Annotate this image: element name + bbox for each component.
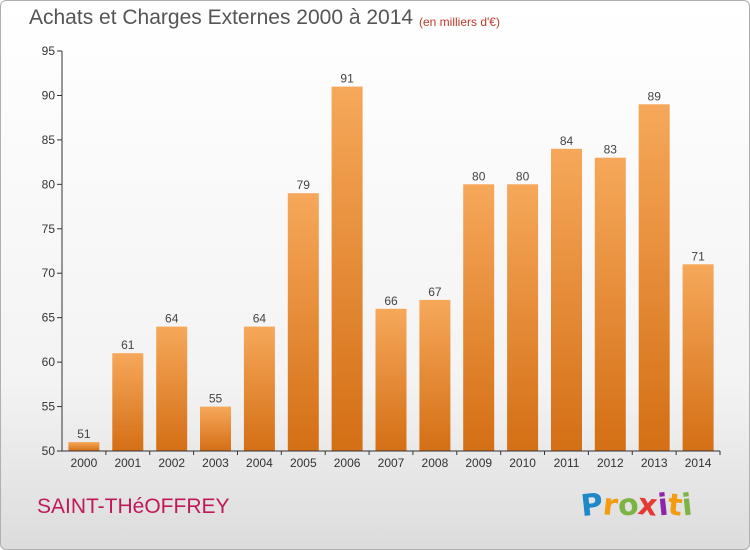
data-label: 80 bbox=[472, 169, 486, 183]
y-tick-label: 60 bbox=[42, 355, 56, 369]
data-label: 71 bbox=[691, 249, 705, 263]
y-tick-label: 75 bbox=[42, 222, 56, 236]
y-tick-label: 80 bbox=[42, 177, 56, 191]
x-tick-label: 2004 bbox=[246, 456, 273, 470]
y-tick-label: 55 bbox=[42, 400, 56, 414]
bar-2002 bbox=[156, 326, 188, 451]
bar-2010 bbox=[507, 184, 539, 452]
y-tick-label: 50 bbox=[42, 444, 56, 458]
bar-2014 bbox=[682, 264, 714, 451]
bar-2012 bbox=[594, 157, 626, 451]
x-tick-label: 2009 bbox=[465, 456, 492, 470]
data-label: 51 bbox=[77, 427, 91, 441]
bar-2006 bbox=[331, 86, 363, 451]
data-label: 91 bbox=[340, 72, 354, 86]
x-tick-label: 2012 bbox=[597, 456, 624, 470]
bar-2011 bbox=[551, 148, 582, 452]
bar-2007 bbox=[375, 308, 407, 451]
data-label: 84 bbox=[560, 134, 574, 148]
x-tick-label: 2003 bbox=[202, 456, 229, 470]
bar-2000 bbox=[68, 442, 100, 451]
bar-2008 bbox=[419, 299, 451, 451]
logo-letter: i bbox=[680, 487, 695, 524]
data-label: 64 bbox=[165, 312, 179, 326]
bars bbox=[68, 86, 714, 452]
bar-2003 bbox=[200, 406, 231, 451]
x-tick-label: 2001 bbox=[114, 456, 141, 470]
data-label: 83 bbox=[604, 143, 618, 157]
x-tick-label: 2006 bbox=[334, 456, 361, 470]
chart-subtitle: (en milliers d'€) bbox=[419, 15, 500, 29]
data-label: 55 bbox=[209, 392, 223, 406]
bar-2005 bbox=[287, 193, 319, 451]
x-tick-label: 2013 bbox=[641, 456, 668, 470]
bar-2001 bbox=[112, 353, 144, 451]
bar-2009 bbox=[463, 184, 495, 452]
commune-name: SAINT-THéOFFREY bbox=[37, 495, 230, 518]
bar-2013 bbox=[638, 104, 670, 452]
data-label: 79 bbox=[297, 178, 311, 192]
data-label: 66 bbox=[384, 294, 398, 308]
x-tick-label: 2010 bbox=[509, 456, 536, 470]
data-label: 67 bbox=[428, 285, 442, 299]
data-label: 89 bbox=[648, 89, 662, 103]
y-tick-label: 85 bbox=[42, 133, 56, 147]
y-tick-label: 95 bbox=[42, 44, 56, 58]
x-tick-label: 2007 bbox=[378, 456, 405, 470]
data-label: 80 bbox=[516, 169, 530, 183]
bar-2004 bbox=[243, 326, 275, 451]
y-tick-label: 70 bbox=[42, 266, 56, 280]
x-tick-label: 2005 bbox=[290, 456, 317, 470]
y-tick-label: 90 bbox=[42, 88, 56, 102]
chart-title: Achats et Charges Externes 2000 à 2014 bbox=[29, 6, 414, 29]
proxiti-logo: Proxiti bbox=[579, 487, 695, 524]
axes bbox=[57, 50, 721, 455]
data-label: 64 bbox=[253, 312, 267, 326]
data-label: 61 bbox=[121, 338, 135, 352]
x-tick-label: 2002 bbox=[158, 456, 185, 470]
y-tick-label: 65 bbox=[42, 311, 56, 325]
labels: 50 55 60 65 70 75 80 85 90 95 2000 51 2001 61 2002 64 20… bbox=[42, 44, 712, 470]
x-tick-label: 2008 bbox=[422, 456, 449, 470]
x-tick-label: 2000 bbox=[71, 456, 98, 470]
x-tick-label: 2014 bbox=[685, 456, 712, 470]
x-tick-label: 2011 bbox=[554, 456, 580, 470]
